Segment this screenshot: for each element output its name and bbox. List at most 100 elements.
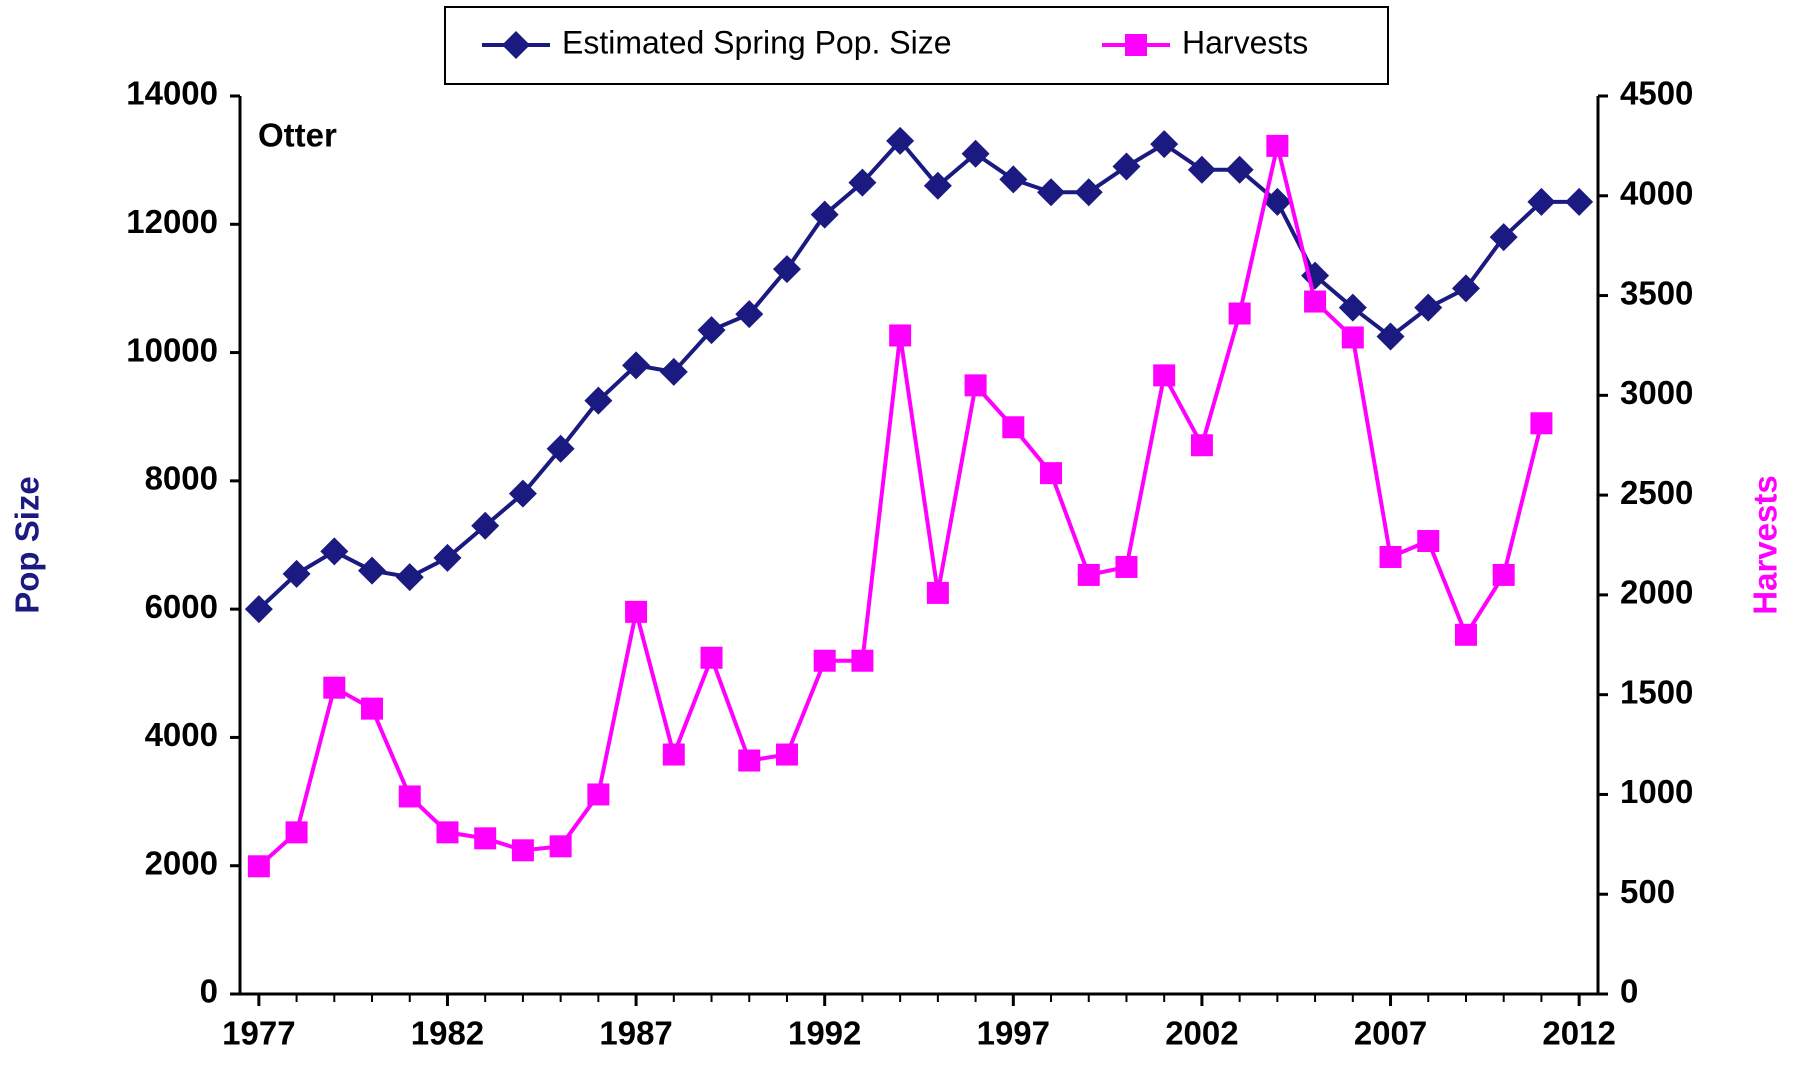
data-point (926, 581, 949, 604)
data-point (1341, 326, 1364, 349)
data-point (889, 324, 912, 347)
data-point (247, 855, 270, 878)
y2-tick-label: 1500 (1620, 673, 1693, 710)
data-point (1417, 530, 1440, 553)
data-point (1002, 416, 1025, 439)
data-point (1077, 563, 1100, 586)
data-point (436, 821, 459, 844)
data-point (1454, 623, 1477, 646)
data-point (886, 126, 915, 155)
data-point (433, 543, 462, 572)
data-point (474, 827, 497, 850)
y2-axis-label: Harvests (1747, 475, 1784, 614)
data-point (244, 595, 273, 624)
data-point (961, 139, 990, 168)
data-point (1451, 274, 1480, 303)
data-point (361, 697, 384, 720)
y-tick-label: 14000 (126, 75, 218, 112)
data-point (1037, 178, 1066, 207)
data-point (323, 676, 346, 699)
data-point (471, 511, 500, 540)
x-tick-label: 1977 (222, 1015, 295, 1052)
legend-box (444, 6, 1389, 85)
data-point (697, 316, 726, 345)
data-point (320, 537, 349, 566)
data-point (738, 749, 761, 772)
x-tick-label: 1987 (599, 1015, 672, 1052)
data-point (1112, 152, 1141, 181)
y2-tick-label: 0 (1620, 973, 1638, 1010)
x-tick-label: 1992 (788, 1015, 861, 1052)
y-tick-label: 12000 (126, 203, 218, 240)
data-point (1228, 302, 1251, 325)
data-point (964, 374, 987, 397)
data-point (1266, 134, 1289, 157)
data-point (625, 600, 648, 623)
data-point (923, 171, 952, 200)
data-point (1530, 412, 1553, 435)
data-point (511, 839, 534, 862)
legend-marker (1125, 34, 1147, 56)
data-point (1190, 434, 1213, 457)
legend-label: Estimated Spring Pop. Size (562, 24, 952, 60)
x-tick-label: 1997 (977, 1015, 1050, 1052)
data-point (1304, 290, 1327, 313)
data-point (662, 743, 685, 766)
data-point (358, 556, 387, 585)
data-point (285, 821, 308, 844)
data-point (398, 785, 421, 808)
y2-tick-label: 2500 (1620, 474, 1693, 511)
data-point (508, 479, 537, 508)
data-point (700, 646, 723, 669)
data-point (395, 563, 424, 592)
data-point (282, 559, 311, 588)
series-line (257, 137, 1580, 611)
y-tick-label: 10000 (126, 331, 218, 368)
data-point (1489, 223, 1518, 252)
data-point (848, 168, 877, 197)
x-tick-label: 1982 (411, 1015, 484, 1052)
data-point (587, 783, 610, 806)
data-point (1153, 364, 1176, 387)
data-point (1187, 155, 1216, 184)
legend-label: Harvests (1182, 24, 1308, 60)
data-point (1527, 187, 1556, 216)
y-tick-label: 2000 (145, 844, 218, 881)
data-point (1338, 293, 1367, 322)
data-point (584, 386, 613, 415)
annotation: Otter (258, 117, 337, 154)
data-point (735, 300, 764, 329)
data-point (999, 165, 1028, 194)
data-point (659, 357, 688, 386)
data-point (1379, 545, 1402, 568)
y2-tick-label: 500 (1620, 873, 1675, 910)
y2-tick-label: 3500 (1620, 274, 1693, 311)
data-point (1150, 130, 1179, 159)
y-tick-label: 8000 (145, 460, 218, 497)
data-point (1376, 322, 1405, 351)
data-point (813, 649, 836, 672)
y-axis-label: Pop Size (9, 476, 46, 614)
data-point (1225, 155, 1254, 184)
y-tick-label: 4000 (145, 716, 218, 753)
data-point (1263, 187, 1292, 216)
y2-tick-label: 3000 (1620, 374, 1693, 411)
data-point (546, 434, 575, 463)
data-point (1492, 563, 1515, 586)
y2-tick-label: 2000 (1620, 574, 1693, 611)
x-tick-label: 2007 (1354, 1015, 1427, 1052)
series-line (257, 145, 1544, 868)
data-point (549, 835, 572, 858)
data-point (622, 351, 651, 380)
data-point (1565, 187, 1594, 216)
data-point (1040, 462, 1063, 485)
data-point (1414, 293, 1443, 322)
y2-tick-label: 4500 (1620, 75, 1693, 112)
data-point (851, 649, 874, 672)
data-point (810, 200, 839, 229)
data-point (1115, 555, 1138, 578)
data-point (1074, 178, 1103, 207)
y2-tick-label: 1000 (1620, 773, 1693, 810)
x-tick-label: 2002 (1165, 1015, 1238, 1052)
